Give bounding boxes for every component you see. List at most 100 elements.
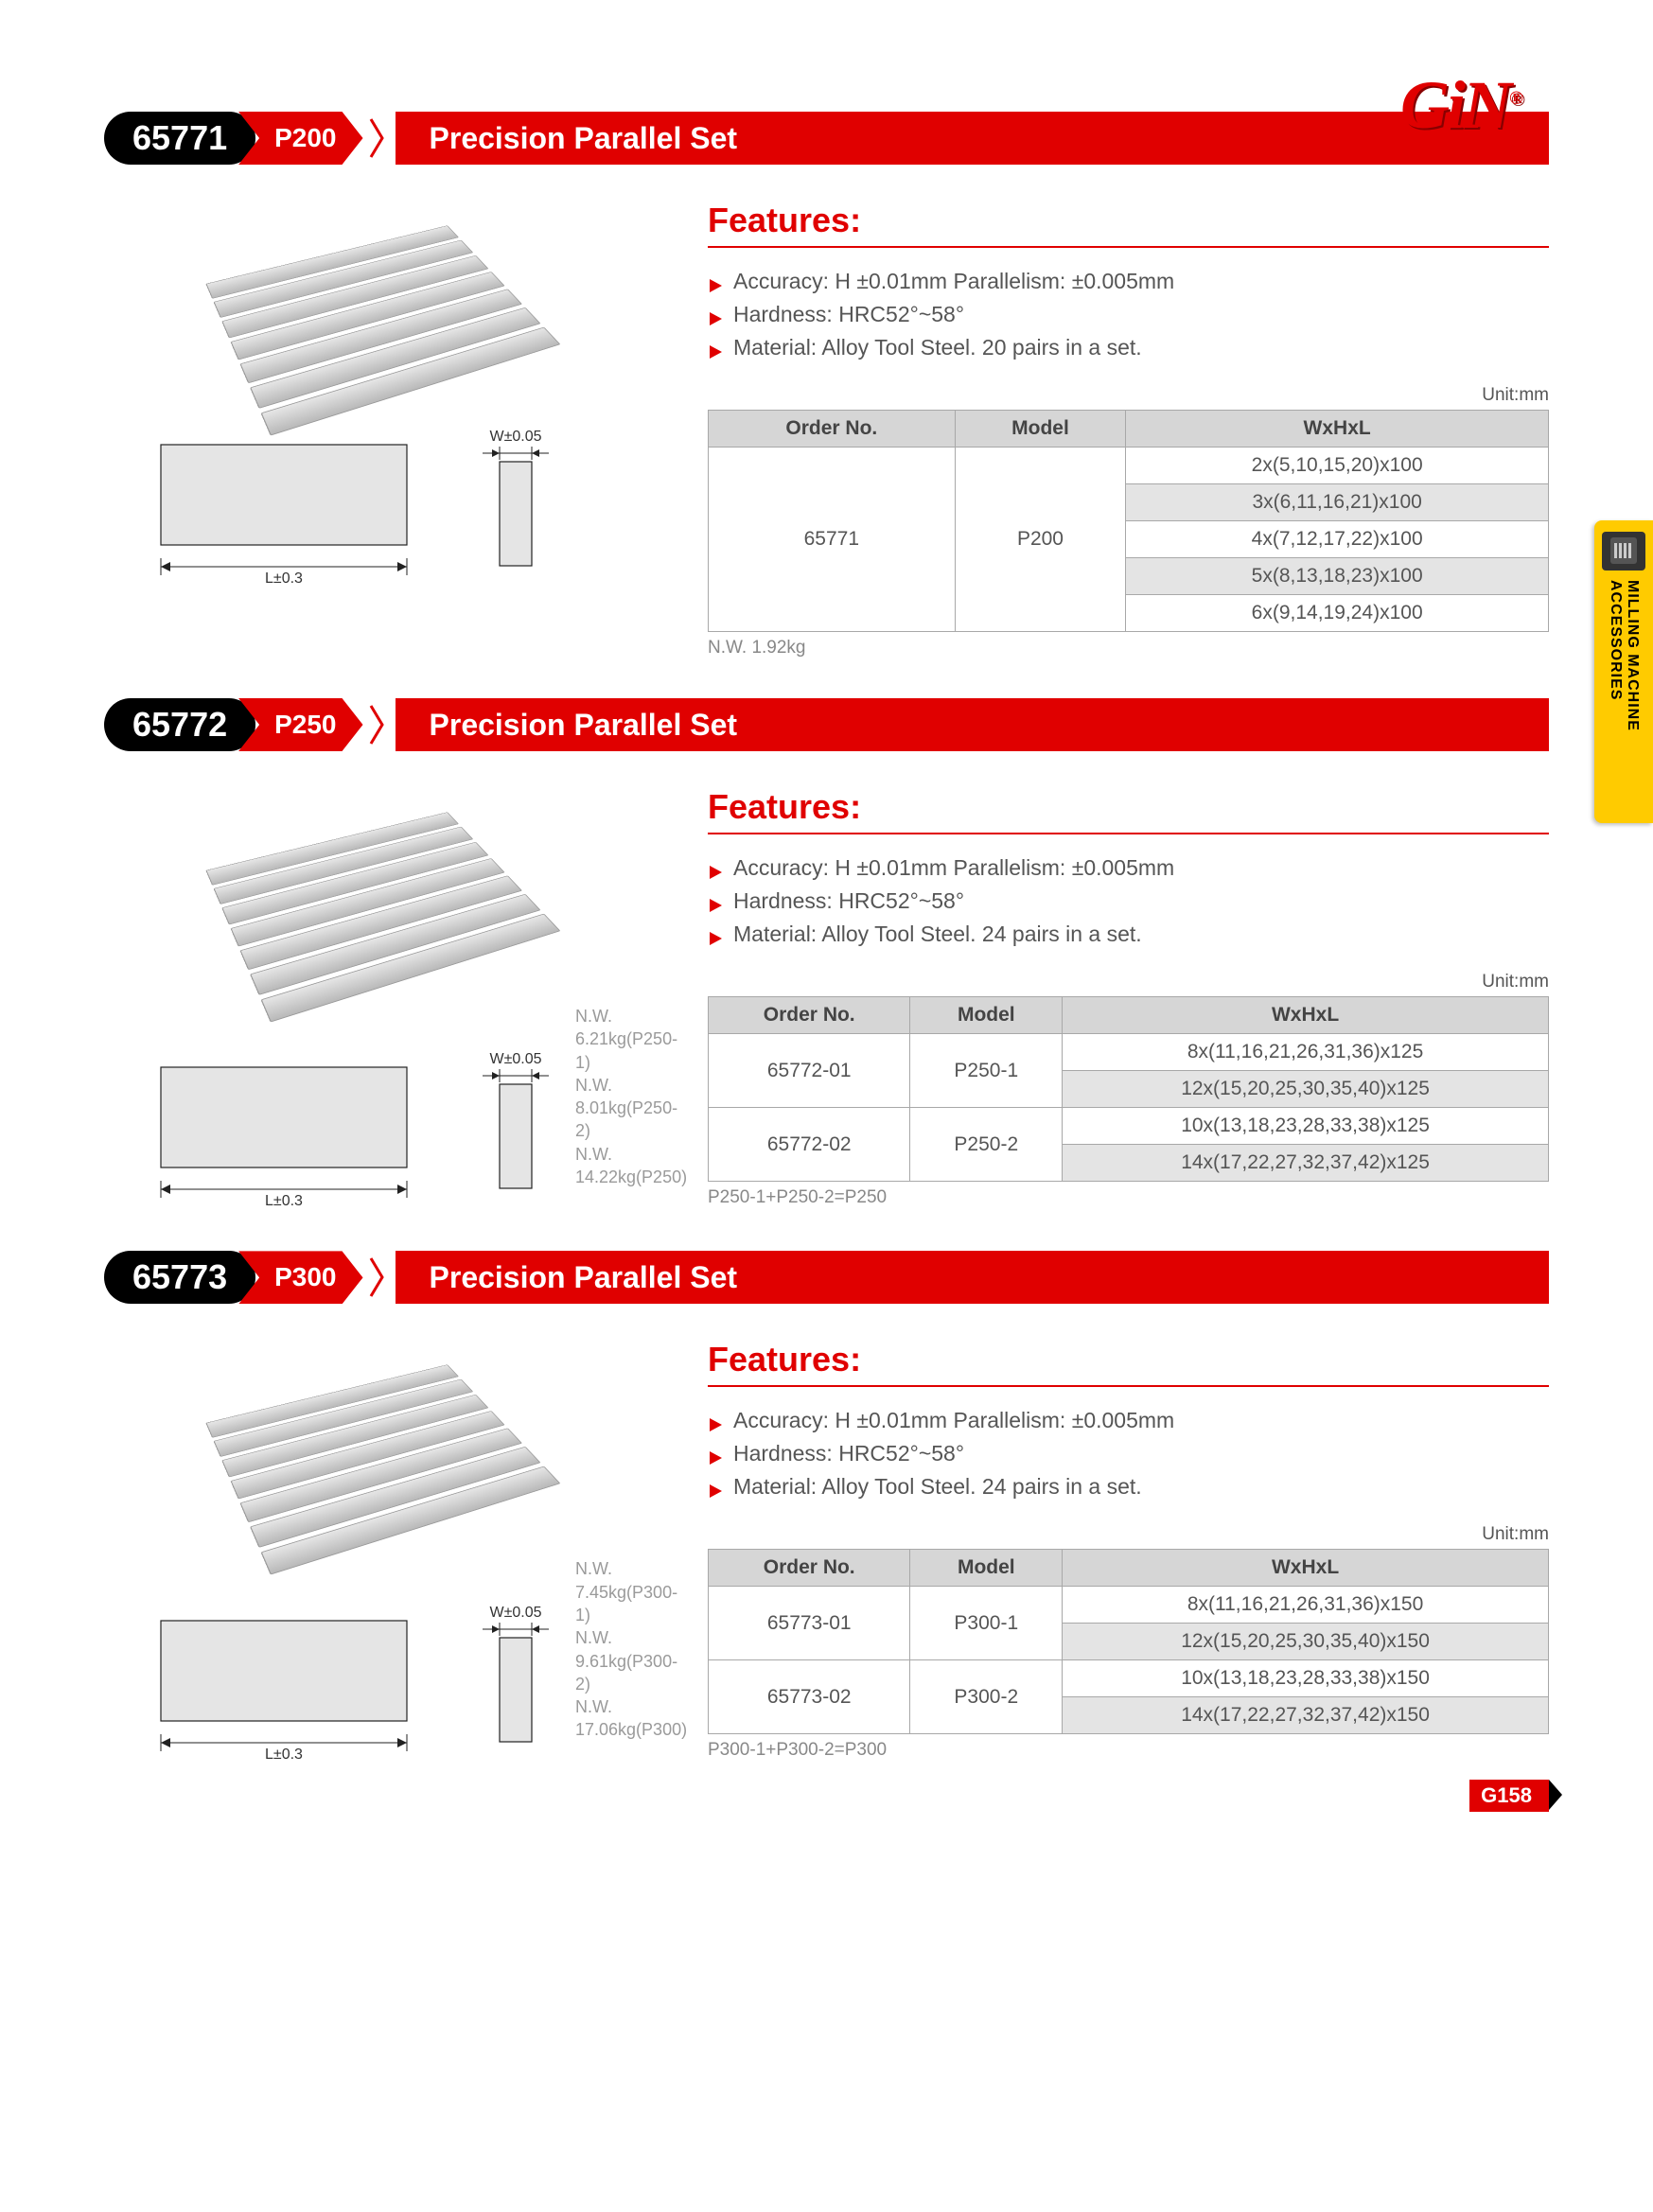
table-header: Order No. [709,997,910,1034]
section-title: Precision Parallel Set [396,698,1549,751]
table-header: WxHxL [1126,411,1549,448]
category-label: MILLING MACHINE ACCESSORIES [1607,580,1641,823]
unit-label: Unit:mm [708,1524,1549,1545]
chevron-icon [369,112,386,165]
sections-container: 65771 P200 Precision Parallel Set L±0.3 [104,112,1549,1778]
bullet-icon [710,866,722,879]
dimension-diagram: L±0.3 W±0.05 [104,1050,558,1211]
feature-text: Accuracy: H ±0.01mm Parallelism: ±0.005m… [733,1408,1174,1433]
cell-dim: 14x(17,22,27,32,37,42)x125 [1063,1145,1549,1182]
product-illustration [205,1358,597,1580]
model-chip: P200 [238,112,362,165]
category-side-tab: MILLING MACHINE ACCESSORIES [1594,520,1653,823]
w-diagram: W±0.05 [473,428,558,588]
brand-text: GiN [1400,67,1509,143]
table-note: P300-1+P300-2=P300 [708,1734,1549,1761]
net-weight: N.W. 1.92kg [708,632,1549,658]
feature-text: Accuracy: H ±0.01mm Parallelism: ±0.005m… [733,269,1174,294]
feature-item: Accuracy: H ±0.01mm Parallelism: ±0.005m… [710,851,1549,885]
cell-model: P300-1 [910,1587,1063,1660]
order-pill: 65773 [104,1251,255,1304]
svg-text:W±0.05: W±0.05 [489,1605,541,1621]
cell-order: 65773-02 [709,1660,910,1734]
w-diagram: W±0.05 [473,1050,558,1211]
cell-dim: 8x(11,16,21,26,31,36)x150 [1063,1587,1549,1624]
l-diagram: L±0.3 [142,1050,445,1211]
left-column: L±0.3 W±0.05 N.W. 6.21kg(P250-1)N.W. 8.0… [104,787,681,1211]
left-column: L±0.3 W±0.05 [104,201,681,658]
table-header: WxHxL [1063,1550,1549,1587]
right-column: Features: Accuracy: H ±0.01mm Parallelis… [708,1340,1549,1764]
cell-dim: 5x(8,13,18,23)x100 [1126,558,1549,595]
l-diagram: L±0.3 [142,1604,445,1764]
model-chip: P250 [238,698,362,751]
dimension-diagram: L±0.3 W±0.05 [104,1604,558,1764]
cell-dim: 10x(13,18,23,28,33,38)x150 [1063,1660,1549,1697]
page-number: G158 [1481,1783,1532,1807]
svg-text:W±0.05: W±0.05 [489,1051,541,1067]
feature-item: Accuracy: H ±0.01mm Parallelism: ±0.005m… [710,1404,1549,1437]
svg-text:L±0.3: L±0.3 [265,1747,303,1763]
cell-order: 65771 [709,448,956,632]
catalog-page: GiN® 65771 P200 Precision Parallel Set [0,0,1653,1835]
table-row: 65773-02P300-210x(13,18,23,28,33,38)x150 [709,1660,1549,1697]
cell-dim: 2x(5,10,15,20)x100 [1126,448,1549,484]
table-header: Model [955,411,1126,448]
model-chip: P300 [238,1251,362,1304]
bullet-icon [710,1418,722,1431]
product-illustration [205,219,597,441]
chevron-icon [369,698,386,751]
right-column: Features: Accuracy: H ±0.01mm Parallelis… [708,787,1549,1211]
cell-dim: 8x(11,16,21,26,31,36)x125 [1063,1034,1549,1071]
cell-dim: 4x(7,12,17,22)x100 [1126,521,1549,558]
registered-icon: ® [1509,88,1521,109]
section-title: Precision Parallel Set [396,1251,1549,1304]
section-body: L±0.3 W±0.05 N.W. 6.21kg(P250-1)N.W. 8.0… [104,770,1549,1224]
l-diagram: L±0.3 [142,428,445,588]
svg-text:L±0.3: L±0.3 [265,1193,303,1209]
bullet-icon [710,345,722,359]
unit-label: Unit:mm [708,385,1549,406]
chevron-icon [369,1251,386,1304]
unit-label: Unit:mm [708,972,1549,992]
cell-model: P250-1 [910,1034,1063,1108]
table-header: Order No. [709,1550,910,1587]
bullet-icon [710,312,722,325]
product-photo [104,787,681,1005]
dimension-diagram: L±0.3 W±0.05 [104,428,558,588]
cell-order: 65773-01 [709,1587,910,1660]
bullet-icon [710,1484,722,1498]
order-pill: 65771 [104,112,255,165]
section-header: 65773 P300 Precision Parallel Set [104,1251,1549,1304]
table-note: P250-1+P250-2=P250 [708,1182,1549,1208]
bullet-icon [710,279,722,292]
feature-item: Material: Alloy Tool Steel. 24 pairs in … [710,1470,1549,1503]
product-illustration [205,805,597,1027]
table-header: Model [910,1550,1063,1587]
cell-dim: 12x(15,20,25,30,35,40)x150 [1063,1624,1549,1660]
bullet-icon [710,899,722,912]
bullet-icon [710,1451,722,1465]
feature-text: Accuracy: H ±0.01mm Parallelism: ±0.005m… [733,855,1174,881]
table-header: WxHxL [1063,997,1549,1034]
product-photo [104,201,681,418]
bullet-icon [710,932,722,945]
feature-item: Hardness: HRC52°~58° [710,298,1549,331]
section-title: Precision Parallel Set [396,112,1549,165]
feature-text: Hardness: HRC52°~58° [733,302,964,327]
net-weight: N.W. 7.45kg(P300-1)N.W. 9.61kg(P300-2)N.… [575,1557,687,1764]
cell-model: P250-2 [910,1108,1063,1182]
feature-text: Material: Alloy Tool Steel. 24 pairs in … [733,922,1142,947]
feature-text: Hardness: HRC52°~58° [733,888,964,914]
product-photo [104,1340,681,1557]
feature-text: Hardness: HRC52°~58° [733,1441,964,1466]
right-column: Features: Accuracy: H ±0.01mm Parallelis… [708,201,1549,658]
feature-item: Hardness: HRC52°~58° [710,1437,1549,1470]
features-heading: Features: [708,1340,1549,1387]
cell-dim: 10x(13,18,23,28,33,38)x125 [1063,1108,1549,1145]
section-body: L±0.3 W±0.05 Features: Accuracy: H ±0.01… [104,184,1549,672]
page-number-badge: G158 [1469,1780,1549,1812]
section-body: L±0.3 W±0.05 N.W. 7.45kg(P300-1)N.W. 9.6… [104,1323,1549,1777]
table-row: 65773-01P300-18x(11,16,21,26,31,36)x150 [709,1587,1549,1624]
table-row: 65772-01P250-18x(11,16,21,26,31,36)x125 [709,1034,1549,1071]
